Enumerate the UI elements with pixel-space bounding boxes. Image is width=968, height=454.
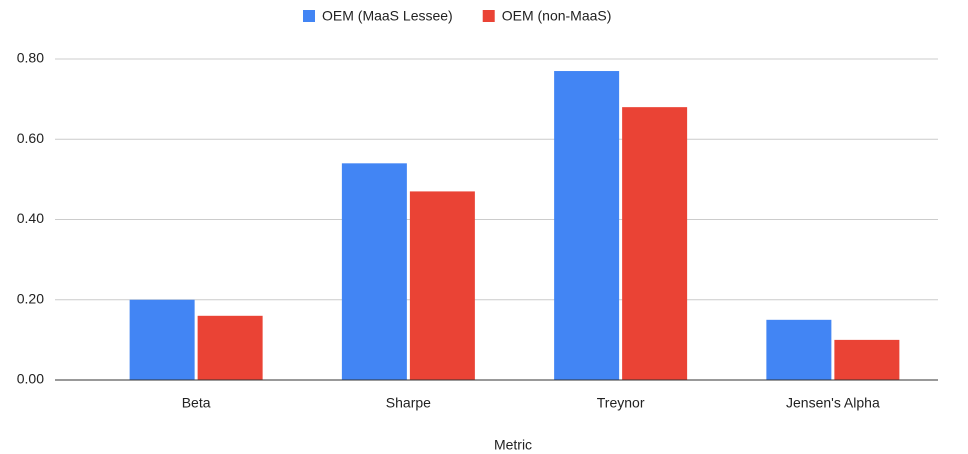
x-tick-label: Beta	[182, 395, 211, 411]
bar	[341, 163, 407, 380]
legend-label: OEM (non-MaaS)	[502, 8, 612, 24]
x-axis-label: Metric	[494, 437, 532, 453]
bar	[554, 71, 620, 380]
bar	[834, 339, 900, 380]
y-tick-label: 0.00	[17, 371, 44, 387]
y-tick-label: 0.60	[17, 130, 44, 146]
bar	[766, 319, 832, 380]
y-tick-label: 0.40	[17, 210, 44, 226]
bar	[409, 191, 475, 380]
y-tick-label: 0.80	[17, 50, 44, 66]
x-tick-label: Treynor	[597, 395, 645, 411]
x-tick-label: Sharpe	[386, 395, 431, 411]
legend-label: OEM (MaaS Lessee)	[322, 8, 453, 24]
legend-swatch	[303, 10, 315, 22]
bar	[622, 107, 688, 381]
bar	[197, 315, 263, 380]
y-tick-label: 0.20	[17, 290, 44, 306]
bar	[129, 299, 195, 380]
legend-swatch	[482, 10, 495, 22]
x-tick-label: Jensen's Alpha	[786, 395, 880, 411]
